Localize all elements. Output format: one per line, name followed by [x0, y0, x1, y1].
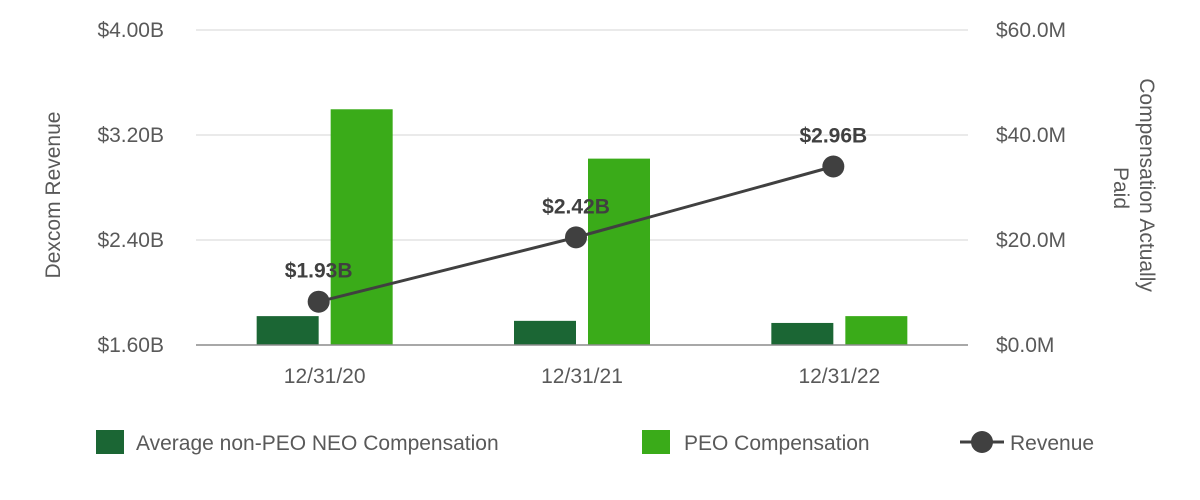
- x-tick-label: 12/31/20: [284, 365, 366, 388]
- right-axis-title: Compensation Actually Paid: [1109, 78, 1158, 297]
- legend-label-peo: PEO Compensation: [684, 432, 870, 455]
- legend-swatch-non-peo: [96, 430, 124, 454]
- revenue-data-label: $2.42B: [542, 195, 610, 218]
- left-tick-label: $4.00B: [97, 19, 164, 42]
- right-axis-title-line-2: Paid: [1109, 167, 1132, 209]
- right-axis-ticks: $0.0M $20.0M $40.0M $60.0M: [996, 19, 1066, 357]
- bar-non-peo: [514, 320, 576, 345]
- right-axis-title-line-1: Compensation Actually: [1135, 78, 1158, 292]
- x-tick-label: 12/31/21: [541, 365, 623, 388]
- legend-swatch-revenue-marker: [971, 431, 993, 453]
- bar-peo: [845, 316, 908, 345]
- right-tick-label: $40.0M: [996, 124, 1066, 147]
- x-axis-ticks: 12/31/20 12/31/21 12/31/22: [284, 365, 880, 388]
- x-tick-label: 12/31/22: [798, 365, 880, 388]
- revenue-data-label: $2.96B: [799, 125, 867, 148]
- right-tick-label: $20.0M: [996, 229, 1066, 252]
- revenue-data-label: $1.93B: [285, 260, 353, 283]
- left-axis-ticks: $1.60B $2.40B $3.20B $4.00B: [97, 19, 164, 357]
- right-tick-label: $0.0M: [996, 334, 1054, 357]
- bar-peo: [588, 158, 650, 345]
- legend-label-revenue: Revenue: [1010, 432, 1094, 455]
- left-tick-label: $2.40B: [97, 229, 164, 252]
- revenue-point: [822, 155, 845, 178]
- revenue-line-series: $1.93B $2.42B $2.96B: [285, 125, 867, 313]
- revenue-point: [565, 226, 587, 249]
- legend-swatch-peo: [642, 430, 670, 454]
- bar-non-peo: [771, 322, 834, 345]
- bar-non-peo: [256, 316, 319, 345]
- left-tick-label: $1.60B: [97, 334, 164, 357]
- legend: Average non-PEO NEO Compensation PEO Com…: [96, 430, 1094, 455]
- bars: [256, 109, 908, 346]
- left-axis-title: Dexcom Revenue: [42, 112, 65, 279]
- legend-label-non-peo: Average non-PEO NEO Compensation: [136, 432, 499, 455]
- bar-peo: [330, 109, 393, 346]
- revenue-point: [307, 290, 330, 313]
- left-tick-label: $3.20B: [97, 124, 164, 147]
- right-tick-label: $60.0M: [996, 19, 1066, 42]
